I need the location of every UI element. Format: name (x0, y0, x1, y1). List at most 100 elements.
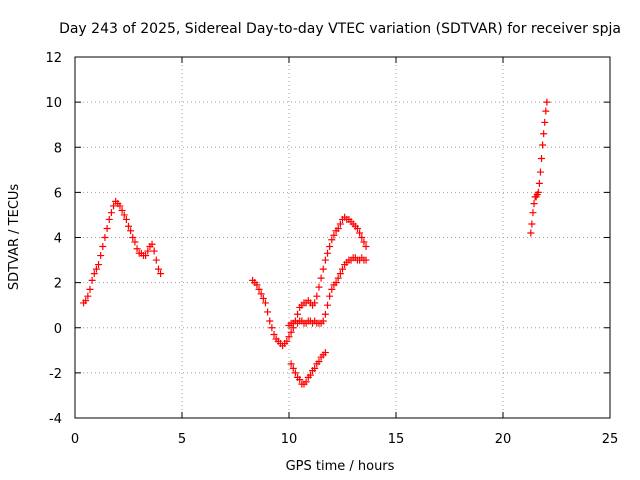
data-point (543, 98, 551, 106)
chart-title: Day 243 of 2025, Sidereal Day-to-day VTE… (59, 21, 621, 37)
data-point (88, 276, 96, 284)
x-tick-label: 25 (602, 432, 619, 447)
data-point (542, 107, 550, 115)
data-point (362, 256, 370, 264)
data-point (118, 206, 126, 214)
y-tick-labels: -4 -2 0 2 4 6 8 10 12 (45, 51, 62, 427)
data-point (541, 118, 549, 126)
data-point (328, 236, 336, 244)
data-point (264, 308, 272, 316)
data-point (317, 274, 325, 282)
data-point (356, 229, 364, 237)
y-tick-label: 0 (54, 322, 62, 337)
data-point (294, 310, 302, 318)
y-tick-label: 6 (54, 186, 62, 201)
data-point (313, 292, 321, 300)
data-point (133, 245, 141, 253)
data-point (296, 376, 304, 384)
data-point (336, 220, 344, 228)
data-point (321, 310, 329, 318)
data-point (339, 265, 346, 273)
data-point (330, 231, 338, 239)
data-point (291, 369, 299, 377)
data-point (257, 290, 265, 298)
data-point (268, 324, 276, 332)
y-tick-label: -4 (49, 412, 62, 427)
data-point (336, 270, 344, 278)
x-tick-labels: 0 5 10 15 20 25 (71, 432, 618, 447)
y-tick-label: 2 (54, 277, 62, 292)
data-point (107, 209, 115, 217)
data-point (324, 301, 332, 309)
y-tick-label: 8 (54, 141, 62, 156)
data-point (538, 155, 546, 163)
y-tick-label: -2 (49, 367, 62, 382)
grid (75, 57, 610, 418)
data-point (84, 292, 92, 300)
data-point (103, 224, 111, 232)
data-point (360, 238, 368, 246)
data-point (261, 299, 269, 307)
data-point (326, 243, 334, 251)
x-tick-label: 15 (388, 432, 405, 447)
data-point (358, 234, 366, 241)
data-point (259, 294, 267, 302)
y-axis-label: SDTVAR / TECUs (7, 184, 22, 291)
data-point (116, 202, 124, 210)
data-point (285, 333, 293, 341)
data-point (97, 252, 105, 260)
data-point (101, 234, 109, 241)
plot-frame (74, 56, 611, 419)
data-point (266, 317, 274, 325)
data-point (334, 274, 342, 282)
data-point (142, 252, 150, 260)
data-point (326, 292, 334, 300)
series-segment-2-dip (287, 349, 329, 388)
data-point (270, 331, 278, 339)
data-point (529, 209, 537, 217)
data-point (287, 328, 295, 336)
data-point (120, 211, 128, 219)
data-point (127, 227, 135, 235)
x-tick-label: 5 (178, 432, 186, 447)
data-point (539, 141, 547, 149)
data-point (319, 317, 327, 325)
data-point (315, 358, 323, 366)
data-point (82, 297, 90, 305)
data-point (131, 238, 139, 246)
data-point (328, 285, 336, 293)
data-point (319, 265, 327, 273)
data-point (122, 215, 130, 223)
data-point (86, 285, 94, 293)
data-point (334, 224, 342, 232)
data-point (125, 222, 132, 230)
x-tick-label: 0 (71, 432, 79, 447)
y-tick-label: 12 (45, 51, 62, 66)
data-point (302, 378, 310, 386)
y-tick-label: 4 (54, 232, 62, 247)
data-point (311, 364, 319, 372)
data-point (536, 168, 544, 176)
data-point (321, 256, 329, 264)
data-point (362, 243, 370, 251)
data-point (287, 360, 295, 368)
data-point (105, 215, 113, 223)
data-point (150, 247, 158, 255)
data-point (315, 283, 323, 291)
series-segment-2-lower (285, 254, 370, 329)
data-point (110, 202, 118, 210)
series-segment-2-upper (249, 213, 370, 350)
data-point (535, 179, 543, 187)
data-point (283, 337, 291, 345)
data-point (540, 130, 548, 138)
data-point (289, 364, 297, 372)
data-point (255, 285, 263, 293)
y-tick-label: 10 (45, 96, 62, 111)
data-point (321, 349, 329, 357)
series-segment-3 (527, 98, 551, 237)
data-point (144, 247, 152, 255)
data-point (152, 256, 160, 264)
data-point (154, 265, 162, 273)
data-point (253, 281, 261, 289)
